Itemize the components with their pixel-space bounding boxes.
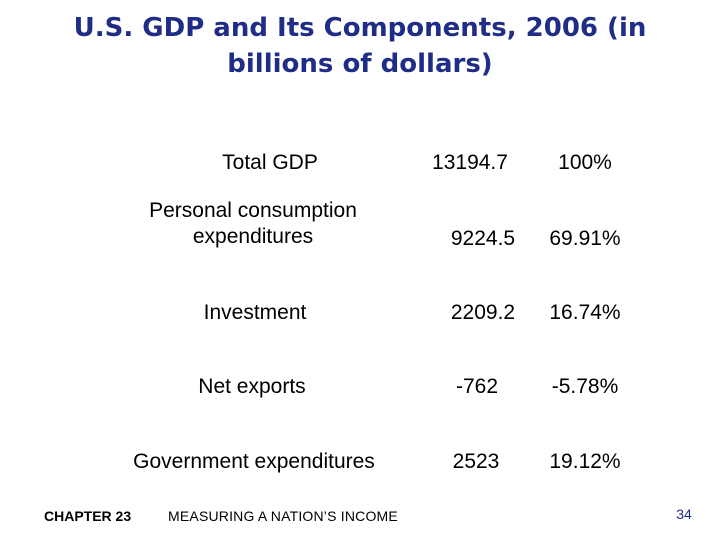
row-percent: -5.78% <box>551 375 619 398</box>
row-value: 2209.2 <box>450 301 516 324</box>
slide-title: U.S. GDP and Its Components, 2006 (in bi… <box>73 13 647 79</box>
row-label: Personal consumption expenditures <box>149 199 357 248</box>
row-percent: 100% <box>558 151 612 174</box>
row-percent: 16.74% <box>549 301 621 324</box>
row-value: -762 <box>455 375 499 398</box>
row-label: Investment <box>203 301 307 324</box>
row-percent: 69.91% <box>549 227 621 250</box>
row-label: Government expenditures <box>133 450 375 473</box>
page-number: 34 <box>676 506 692 522</box>
row-value: 13194.7 <box>432 151 508 174</box>
row-percent: 19.12% <box>549 450 621 473</box>
row-value: 9224.5 <box>450 227 516 250</box>
row-label: Net exports <box>198 375 306 398</box>
footer-subject: MEASURING A NATION’S INCOME <box>168 508 398 524</box>
row-value: 2523 <box>452 450 500 473</box>
footer-chapter: CHAPTER 23 <box>44 508 132 524</box>
row-label: Total GDP <box>222 151 318 174</box>
